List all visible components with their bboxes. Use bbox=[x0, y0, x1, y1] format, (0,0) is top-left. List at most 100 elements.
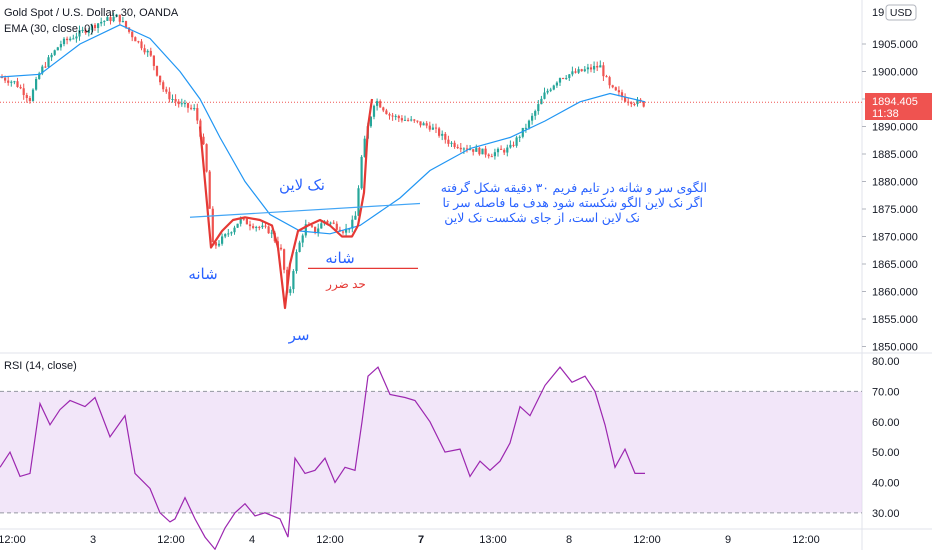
candle-body bbox=[441, 133, 444, 136]
annotations: نک لاین شانه شانه سر حد ضرر الگوی سر و ش… bbox=[188, 177, 707, 344]
candle-body bbox=[599, 65, 602, 68]
right-shoulder-label: شانه bbox=[325, 250, 354, 267]
head-label: سر bbox=[288, 327, 310, 344]
candle-body bbox=[171, 99, 174, 101]
candle-body bbox=[382, 107, 385, 111]
candle-body bbox=[515, 137, 518, 146]
candle-body bbox=[509, 144, 512, 148]
price-tick-label: 1865.000 bbox=[872, 259, 918, 271]
candle-body bbox=[304, 224, 307, 236]
candle-body bbox=[596, 65, 599, 68]
candle-body bbox=[124, 21, 128, 28]
rsi-tick-label: 70.00 bbox=[872, 386, 900, 398]
symbol-title[interactable]: Gold Spot / U.S. Dollar, 30, OANDA bbox=[4, 7, 179, 19]
candle-body bbox=[363, 138, 366, 157]
candle-body bbox=[162, 82, 165, 90]
time-tick-label: 3 bbox=[90, 534, 96, 546]
candle-body bbox=[503, 149, 506, 153]
candle-body bbox=[224, 234, 227, 237]
candle-body bbox=[602, 65, 605, 77]
candle-body bbox=[425, 123, 428, 126]
candle-body bbox=[565, 77, 568, 79]
candle-body bbox=[372, 105, 376, 117]
time-tick-label: 12:00 bbox=[0, 534, 26, 546]
candle-body bbox=[35, 79, 38, 90]
candle-body bbox=[248, 224, 252, 227]
rsi-tick-label: 50.00 bbox=[872, 447, 900, 459]
candle-body bbox=[283, 249, 286, 270]
rsi-tick-label: 40.00 bbox=[872, 477, 900, 489]
ema-legend[interactable]: EMA (30, close, 0) bbox=[4, 23, 94, 35]
time-tick-label: 12:00 bbox=[792, 534, 820, 546]
candle-body bbox=[106, 17, 109, 21]
candle-body bbox=[431, 127, 434, 130]
time-tick-label: 12:00 bbox=[316, 534, 344, 546]
candle-body bbox=[93, 24, 97, 29]
candle-body bbox=[205, 144, 208, 172]
candle-body bbox=[310, 225, 314, 227]
candle-body bbox=[413, 119, 416, 121]
candle-body bbox=[289, 289, 292, 293]
candle-body bbox=[155, 65, 159, 76]
candle-body bbox=[261, 225, 264, 228]
candle-body bbox=[642, 101, 645, 107]
candle-body bbox=[354, 215, 357, 220]
note-line-2: اگر نک لاین الگو شکسته شود هدف ما فاصله … bbox=[443, 195, 704, 211]
candle-body bbox=[75, 36, 78, 39]
candle-body bbox=[152, 55, 155, 66]
candle-body bbox=[335, 223, 338, 230]
candle-body bbox=[72, 38, 75, 40]
pattern-drawing bbox=[189, 98, 421, 310]
candle-body bbox=[450, 142, 453, 144]
candle-body bbox=[16, 81, 19, 87]
candle-body bbox=[438, 128, 441, 136]
candle-body bbox=[493, 152, 496, 157]
candle-body bbox=[62, 38, 66, 45]
candle-body bbox=[633, 104, 636, 106]
note-line-1: الگوی سر و شانه در تایم فریم ۳۰ دقیقه شک… bbox=[441, 180, 707, 196]
candle-body bbox=[149, 50, 152, 56]
candle-body bbox=[242, 218, 245, 220]
neckline-label: نک لاین bbox=[279, 177, 325, 194]
candle-body bbox=[211, 208, 214, 243]
candle-body bbox=[459, 147, 462, 150]
time-tick-label: 8 bbox=[566, 534, 572, 546]
candle-body bbox=[53, 50, 56, 55]
candle-body bbox=[484, 148, 487, 155]
candle-body bbox=[487, 154, 490, 157]
countdown-value: 11:38 bbox=[872, 108, 899, 120]
time-tick-label: 12:00 bbox=[633, 534, 661, 546]
rsi-tick-label: 30.00 bbox=[872, 508, 900, 520]
candle-body bbox=[589, 67, 593, 70]
last-price-value: 1894.405 bbox=[872, 96, 918, 108]
candle-body bbox=[620, 92, 624, 97]
candle-body bbox=[627, 101, 630, 103]
candle-body bbox=[558, 78, 562, 83]
candle-body bbox=[196, 108, 199, 121]
candle-body bbox=[630, 102, 633, 105]
candle-body bbox=[385, 110, 388, 115]
stop-loss-label: حد ضرر bbox=[325, 277, 366, 291]
candle-body bbox=[131, 31, 134, 38]
candle-body bbox=[202, 136, 205, 145]
price-axis-badges: USD 1894.405 11:38 bbox=[865, 4, 932, 120]
candle-body bbox=[245, 218, 248, 225]
currency-button-label[interactable]: USD bbox=[890, 7, 913, 19]
candle-body bbox=[165, 89, 168, 92]
candle-body bbox=[369, 116, 372, 127]
price-tick-label: 1860.000 bbox=[872, 287, 918, 299]
price-tick-label: 1905.000 bbox=[872, 39, 918, 51]
candle-body bbox=[78, 30, 81, 37]
left-shoulder-label: شانه bbox=[188, 266, 217, 283]
candle-body bbox=[416, 120, 419, 122]
candle-body bbox=[428, 125, 431, 130]
candle-body bbox=[605, 76, 608, 78]
time-tick-label: 12:00 bbox=[157, 534, 185, 546]
candle-body bbox=[301, 235, 304, 243]
candle-body bbox=[469, 149, 472, 151]
candle-body bbox=[586, 67, 589, 70]
candle-body bbox=[456, 146, 459, 148]
candle-body bbox=[69, 38, 72, 41]
rsi-legend[interactable]: RSI (14, close) bbox=[4, 360, 77, 372]
currency-button[interactable] bbox=[885, 4, 917, 21]
